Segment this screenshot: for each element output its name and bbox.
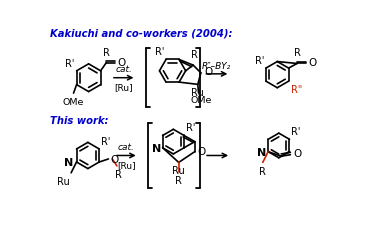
Text: cat.: cat. bbox=[118, 143, 135, 152]
Text: R': R' bbox=[291, 127, 300, 137]
Text: O: O bbox=[204, 67, 212, 77]
Text: R': R' bbox=[255, 56, 264, 66]
Text: R: R bbox=[294, 48, 300, 58]
Text: N: N bbox=[152, 143, 161, 153]
Text: Ru: Ru bbox=[172, 166, 185, 176]
Text: Ru: Ru bbox=[57, 176, 70, 186]
Text: R: R bbox=[260, 166, 266, 176]
Text: Kakiuchi and co-workers (2004):: Kakiuchi and co-workers (2004): bbox=[50, 29, 232, 38]
Text: R: R bbox=[103, 48, 110, 58]
Text: This work:: This work: bbox=[50, 116, 109, 126]
Text: N: N bbox=[64, 157, 74, 167]
Text: Ru: Ru bbox=[191, 88, 204, 98]
Text: R″–BY₂: R″–BY₂ bbox=[202, 61, 231, 70]
Text: R': R' bbox=[155, 46, 165, 56]
Text: R': R' bbox=[101, 136, 110, 146]
Text: cat.: cat. bbox=[115, 65, 132, 74]
Text: R: R bbox=[175, 175, 182, 185]
Text: OMe: OMe bbox=[190, 96, 211, 105]
Text: R': R' bbox=[186, 123, 195, 133]
Text: O: O bbox=[309, 58, 317, 68]
Text: R': R' bbox=[65, 58, 74, 68]
Text: R": R" bbox=[291, 85, 302, 95]
Text: R: R bbox=[191, 50, 198, 60]
Text: O: O bbox=[294, 148, 302, 158]
Text: N: N bbox=[257, 147, 267, 157]
Text: [Ru]: [Ru] bbox=[117, 160, 136, 169]
Text: R: R bbox=[115, 169, 122, 179]
Text: [Ru]: [Ru] bbox=[114, 83, 133, 92]
Text: O: O bbox=[117, 58, 125, 68]
Text: O: O bbox=[111, 154, 119, 164]
Text: OMe: OMe bbox=[63, 97, 84, 106]
Text: O: O bbox=[198, 146, 206, 156]
